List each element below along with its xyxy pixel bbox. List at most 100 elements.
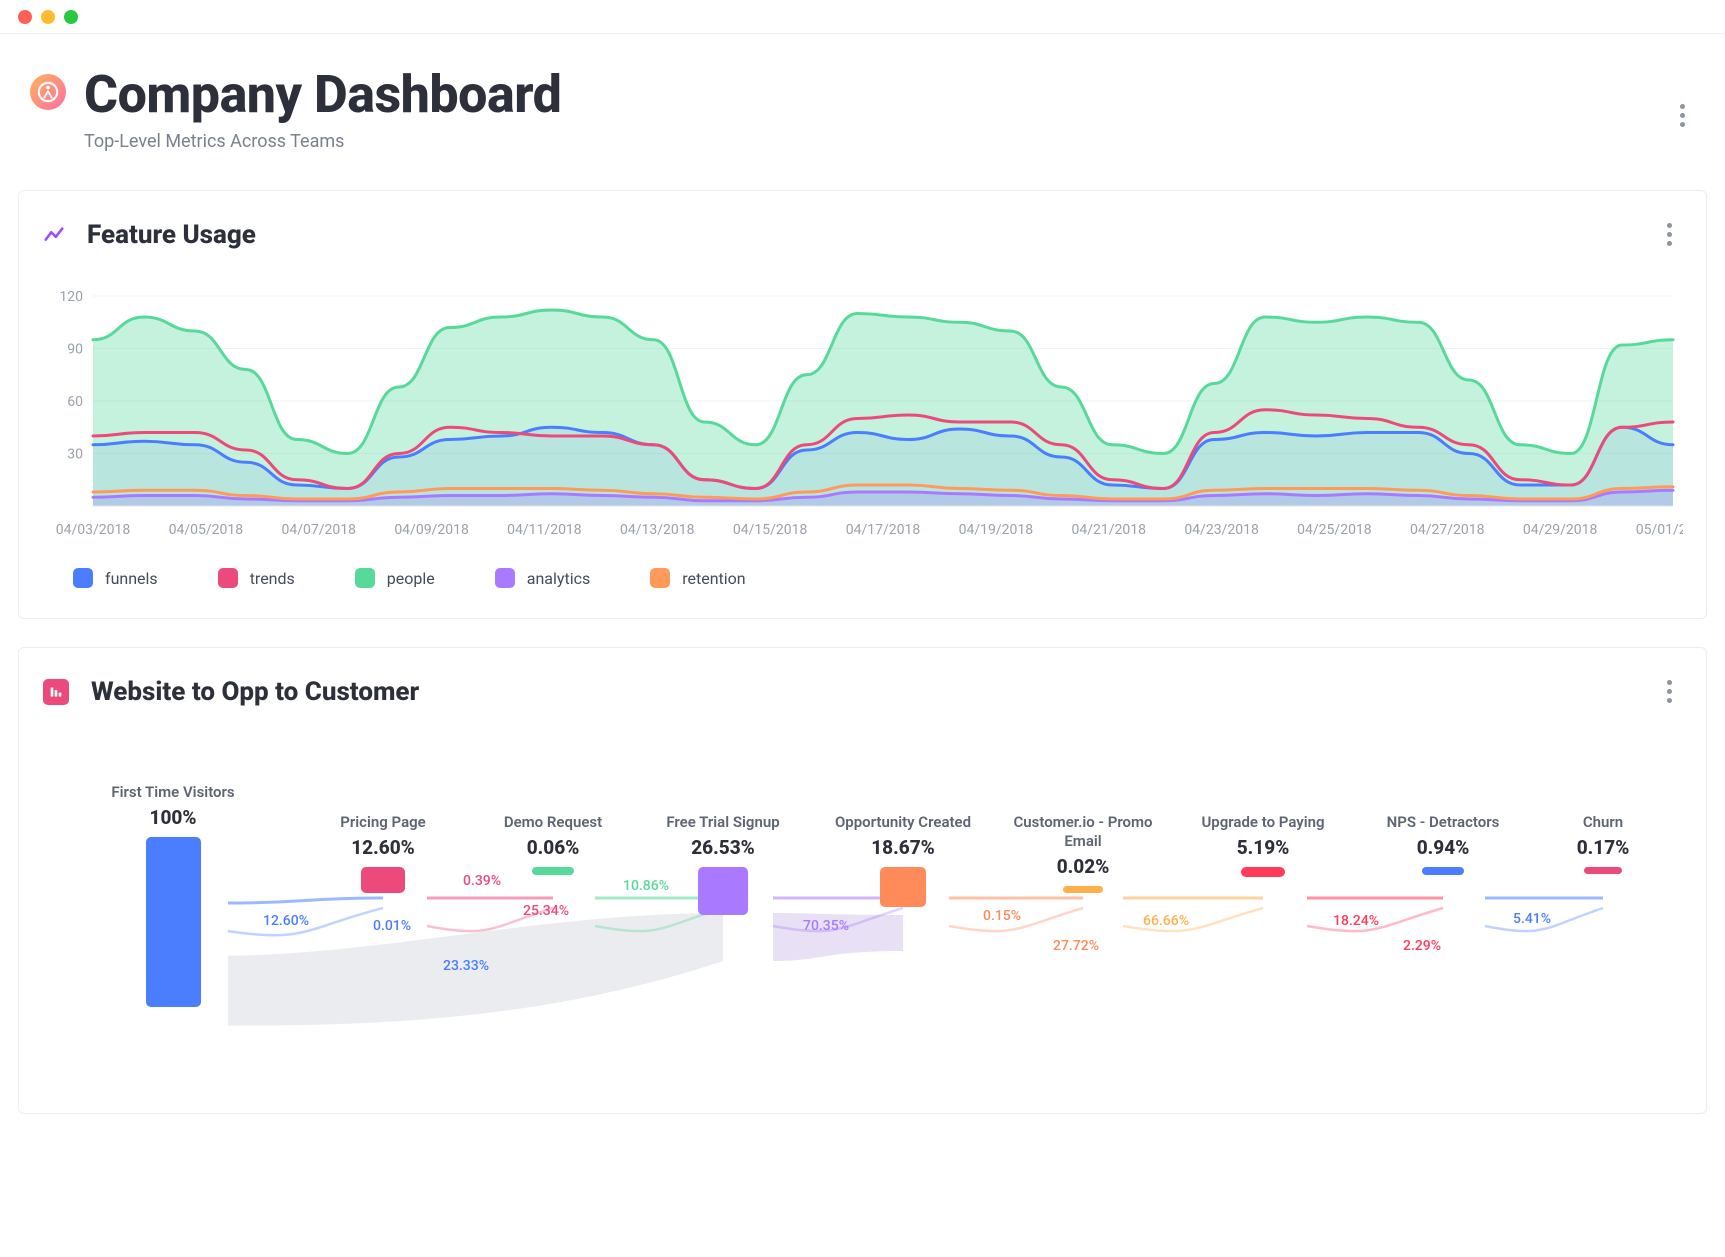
legend-item-analytics[interactable]: analytics: [495, 568, 590, 588]
funnel-stage-first_time[interactable]: First Time Visitors 100%: [103, 783, 243, 1007]
svg-text:60: 60: [67, 394, 83, 410]
svg-text:04/25/2018: 04/25/2018: [1297, 522, 1372, 538]
funnel-stage-opportunity[interactable]: Opportunity Created 18.67%: [833, 813, 973, 907]
funnel-stage-bar: [146, 837, 201, 1007]
funnel-stage-churn[interactable]: Churn0.17%: [1533, 813, 1673, 874]
legend-item-trends[interactable]: trends: [218, 568, 295, 588]
page-more-menu[interactable]: [1670, 94, 1695, 137]
legend-swatch-icon: [218, 568, 238, 588]
svg-text:05/01/2018: 05/01/2018: [1636, 522, 1683, 538]
funnel-stage-label: Upgrade to Paying: [1193, 813, 1333, 832]
funnel-stage-value: 100%: [103, 806, 243, 829]
feature-usage-title: Feature Usage: [87, 220, 256, 250]
funnel-edge-label: 10.86%: [623, 878, 669, 894]
svg-text:04/27/2018: 04/27/2018: [1410, 522, 1485, 538]
legend-swatch-icon: [355, 568, 375, 588]
funnel-edge-label: 23.33%: [443, 958, 489, 974]
funnel-card: Website to Opp to Customer First Time Vi…: [18, 647, 1707, 1114]
funnel-edge-label: 25.34%: [523, 903, 569, 919]
funnel-stage-label: Demo Request: [483, 813, 623, 832]
page-subtitle: Top-Level Metrics Across Teams: [84, 131, 561, 152]
maximize-traffic-light[interactable]: [64, 10, 78, 24]
legend-label: retention: [682, 569, 745, 588]
funnel-stage-bar: [532, 867, 574, 875]
funnel-stage-label: First Time Visitors: [103, 783, 243, 802]
legend-label: people: [387, 569, 435, 588]
funnel-edge-label: 70.35%: [803, 918, 849, 934]
svg-text:04/17/2018: 04/17/2018: [846, 522, 921, 538]
funnel-edge-label: 12.60%: [263, 913, 309, 929]
funnel-stage-value: 0.02%: [1013, 855, 1153, 878]
funnel-stage-label: Customer.io - Promo Email: [1013, 813, 1153, 851]
svg-text:04/19/2018: 04/19/2018: [959, 522, 1034, 538]
legend-item-people[interactable]: people: [355, 568, 435, 588]
legend-swatch-icon: [495, 568, 515, 588]
close-traffic-light[interactable]: [18, 10, 32, 24]
funnel-stage-value: 5.19%: [1193, 836, 1333, 859]
svg-text:04/29/2018: 04/29/2018: [1523, 522, 1598, 538]
funnel-header: Website to Opp to Customer: [43, 670, 1682, 713]
funnel-stage-nps[interactable]: NPS - Detractors 0.94%: [1373, 813, 1513, 875]
trend-line-icon: [43, 224, 65, 246]
svg-text:04/03/2018: 04/03/2018: [56, 522, 131, 538]
svg-text:30: 30: [67, 447, 83, 463]
funnel-edge-label: 18.24%: [1333, 913, 1379, 929]
funnel-stage-value: 12.60%: [313, 836, 453, 859]
funnel-stage-label: Pricing Page: [313, 813, 453, 832]
funnel-stage-label: NPS - Detractors: [1373, 813, 1513, 832]
feature-usage-card: Feature Usage 30 60 90 120 04/03/2018 04/05/2…: [18, 190, 1707, 619]
funnel-stage-upgrade[interactable]: Upgrade to Paying 5.19%: [1193, 813, 1333, 877]
funnel-edge-label: 2.29%: [1403, 938, 1441, 954]
funnel-edge-label: 0.39%: [463, 873, 501, 889]
feature-usage-chart: 30 60 90 120 04/03/2018 04/05/2018 04/07/2018 0…: [43, 286, 1682, 550]
legend-item-funnels[interactable]: funnels: [73, 568, 158, 588]
dashboard-logo-icon: [30, 74, 66, 110]
page-title: Company Dashboard: [84, 64, 561, 125]
funnel-stage-pricing[interactable]: Pricing Page 12.60%: [313, 813, 453, 893]
funnel-edge-label: 5.41%: [1513, 911, 1551, 927]
svg-text:90: 90: [67, 342, 83, 358]
funnel-stage-bar: [1063, 886, 1103, 893]
svg-text:120: 120: [59, 289, 83, 305]
funnel-stage-demo[interactable]: Demo Request0.06%: [483, 813, 623, 875]
svg-text:04/21/2018: 04/21/2018: [1071, 522, 1146, 538]
funnel-stage-label: Churn: [1533, 813, 1673, 832]
legend-swatch-icon: [73, 568, 93, 588]
funnel-more-menu[interactable]: [1657, 670, 1682, 713]
window-chrome: [0, 0, 1725, 34]
page-header: Company Dashboard Top-Level Metrics Acro…: [0, 34, 1725, 162]
page-title-block: Company Dashboard Top-Level Metrics Acro…: [84, 64, 561, 152]
legend-label: analytics: [527, 569, 590, 588]
funnel-edge-label: 0.15%: [983, 908, 1021, 924]
minimize-traffic-light[interactable]: [41, 10, 55, 24]
funnel-stage-free_trial[interactable]: Free Trial Signup 26.53%: [653, 813, 793, 915]
funnel-edge-label: 27.72%: [1053, 938, 1099, 954]
funnel-stage-value: 0.94%: [1373, 836, 1513, 859]
funnel-stage-bar: [1584, 867, 1622, 874]
funnel-stage-value: 26.53%: [653, 836, 793, 859]
feature-usage-more-menu[interactable]: [1657, 213, 1682, 256]
funnel-chart: First Time Visitors 100% Pricing Page 12.60…: [43, 763, 1682, 1083]
feature-usage-header: Feature Usage: [43, 213, 1682, 256]
feature-usage-legend: funnels trends people analytics retention: [43, 568, 1682, 588]
svg-text:04/23/2018: 04/23/2018: [1184, 522, 1259, 538]
funnel-stage-value: 18.67%: [833, 836, 973, 859]
svg-text:04/09/2018: 04/09/2018: [394, 522, 469, 538]
svg-text:04/07/2018: 04/07/2018: [281, 522, 356, 538]
svg-text:04/05/2018: 04/05/2018: [169, 522, 244, 538]
funnel-stage-label: Free Trial Signup: [653, 813, 793, 832]
legend-label: trends: [250, 569, 295, 588]
svg-text:04/13/2018: 04/13/2018: [620, 522, 695, 538]
legend-item-retention[interactable]: retention: [650, 568, 745, 588]
funnel-stage-bar: [1241, 867, 1285, 877]
legend-swatch-icon: [650, 568, 670, 588]
funnel-stage-promo[interactable]: Customer.io - Promo Email 0.02%: [1013, 813, 1153, 893]
funnel-chart-icon: [43, 679, 69, 705]
funnel-stage-label: Opportunity Created: [833, 813, 973, 832]
funnel-edge-label: 66.66%: [1143, 913, 1189, 929]
funnel-edge-label: 0.01%: [373, 918, 411, 934]
funnel-stage-bar: [880, 867, 926, 907]
funnel-stage-bar: [1422, 867, 1464, 875]
funnel-stage-bar: [698, 867, 748, 915]
legend-label: funnels: [105, 569, 158, 588]
